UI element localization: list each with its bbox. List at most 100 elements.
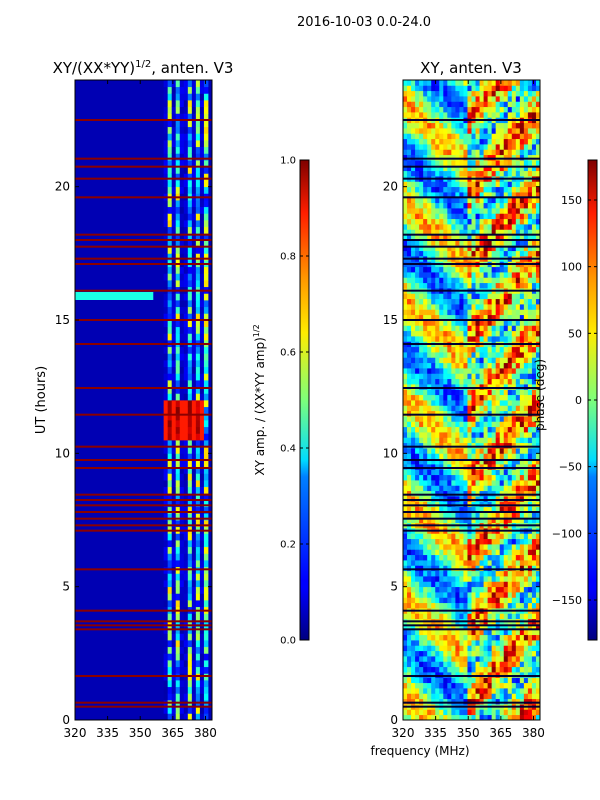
right-heatmap-cell <box>519 421 525 428</box>
left-heatmap-cell <box>191 620 197 628</box>
right-heatmap-cell <box>411 181 416 188</box>
right-heatmap-cell <box>479 570 484 577</box>
right-heatmap-cell <box>407 122 412 129</box>
right-heatmap-cell <box>455 661 460 668</box>
right-heatmap-cell <box>463 549 468 556</box>
right-heatmap-cell <box>527 378 533 385</box>
right-heatmap-cell <box>535 506 540 513</box>
right-heatmap-cell <box>423 554 428 561</box>
left-heatmap-cell <box>183 373 189 381</box>
right-heatmap-cell <box>443 538 448 545</box>
left-heatmap-cell <box>187 126 193 134</box>
left-heatmap-cell <box>167 333 173 341</box>
right-heatmap-cell <box>407 378 412 385</box>
left-heatmap-cell <box>171 366 177 374</box>
right-heatmap-cell <box>487 240 493 246</box>
right-heatmap-cell <box>499 245 505 252</box>
right-heatmap-cell <box>487 133 493 140</box>
right-heatmap-cell <box>455 330 460 337</box>
right-heatmap-cell <box>511 698 517 705</box>
right-heatmap-cell <box>459 154 464 161</box>
right-heatmap-cell <box>519 613 525 620</box>
right-heatmap-cell <box>403 432 408 438</box>
right-heatmap-cell <box>423 229 428 236</box>
right-heatmap-cell <box>415 181 420 188</box>
right-heatmap-cell <box>431 373 436 380</box>
right-heatmap-cell <box>523 442 529 449</box>
right-heatmap-cell <box>495 640 501 646</box>
right-heatmap-cell <box>435 240 440 246</box>
right-heatmap-cell <box>527 400 533 406</box>
left-heatmap-cell <box>183 686 189 694</box>
right-heatmap-cell <box>431 533 436 540</box>
right-heatmap-cell <box>491 357 497 364</box>
left-heatmap-cell <box>199 306 205 314</box>
right-heatmap-cell <box>423 357 428 364</box>
right-heatmap-cell <box>411 688 416 694</box>
right-heatmap-cell <box>519 666 525 673</box>
right-heatmap-cell <box>523 229 529 236</box>
right-heatmap-cell <box>511 597 517 604</box>
right-heatmap-cell <box>471 645 476 652</box>
right-heatmap-cell <box>483 330 489 337</box>
left-flag-line <box>75 705 212 708</box>
right-heatmap-cell <box>483 437 489 444</box>
right-heatmap-cell <box>479 320 484 326</box>
right-heatmap-cell <box>467 266 472 273</box>
right-heatmap-cell <box>419 298 424 305</box>
right-heatmap-cell <box>407 245 412 252</box>
left-heatmap-cell <box>179 493 185 501</box>
left-heatmap-cell <box>163 706 169 714</box>
right-heatmap-cell <box>471 426 476 433</box>
right-heatmap-cell <box>459 384 464 390</box>
left-heatmap-cell <box>179 233 185 241</box>
right-heatmap-cell <box>455 266 460 273</box>
right-heatmap-cell <box>475 197 480 204</box>
left-heatmap-cell <box>167 173 173 181</box>
right-heatmap-cell <box>451 218 456 225</box>
right-heatmap-cell <box>451 416 456 422</box>
right-heatmap-cell <box>415 298 420 305</box>
left-heatmap-cell <box>203 640 209 648</box>
left-heatmap-cell <box>199 520 205 528</box>
right-heatmap-cell <box>491 677 497 684</box>
right-heatmap-cell <box>447 272 452 278</box>
right-heatmap-cell <box>439 277 444 284</box>
right-heatmap-cell <box>451 613 456 620</box>
left-heatmap-cell <box>167 646 173 654</box>
left-heatmap-cell <box>183 460 189 468</box>
right-heatmap-cell <box>527 592 533 598</box>
right-heatmap-cell <box>491 538 497 545</box>
left-heatmap-cell <box>167 500 173 508</box>
left-heatmap-cell <box>187 586 193 594</box>
right-heatmap-cell <box>423 186 428 193</box>
right-heatmap-cell <box>483 266 489 273</box>
left-heatmap-cell <box>175 546 181 554</box>
right-heatmap-cell <box>419 549 424 556</box>
left-heatmap-cell <box>203 326 209 334</box>
right-heatmap-cell <box>523 570 529 577</box>
right-heatmap-cell <box>407 373 412 380</box>
right-heatmap-cell <box>403 645 408 652</box>
right-heatmap-cell <box>535 698 540 705</box>
left-heatmap-cell <box>195 680 201 688</box>
right-heatmap-cell <box>511 560 517 566</box>
right-heatmap-cell <box>439 170 444 177</box>
right-heatmap-cell <box>467 693 472 700</box>
left-heatmap-cell <box>167 506 173 514</box>
left-heatmap-cell <box>167 293 173 301</box>
right-heatmap-cell <box>459 362 464 369</box>
left-heatmap-cell <box>183 173 189 181</box>
right-heatmap-cell <box>471 506 476 513</box>
right-heatmap-cell <box>503 624 509 630</box>
right-heatmap-cell <box>467 352 472 358</box>
right-heatmap-cell <box>499 581 505 588</box>
right-heatmap-cell <box>443 410 448 417</box>
right-heatmap-cell <box>407 154 412 161</box>
left-heatmap-cell <box>171 306 177 314</box>
right-heatmap-cell <box>531 229 537 236</box>
left-heatmap-cell <box>191 686 197 694</box>
right-heatmap-cell <box>451 581 456 588</box>
right-heatmap-cell <box>439 181 444 188</box>
right-heatmap-cell <box>431 480 436 486</box>
